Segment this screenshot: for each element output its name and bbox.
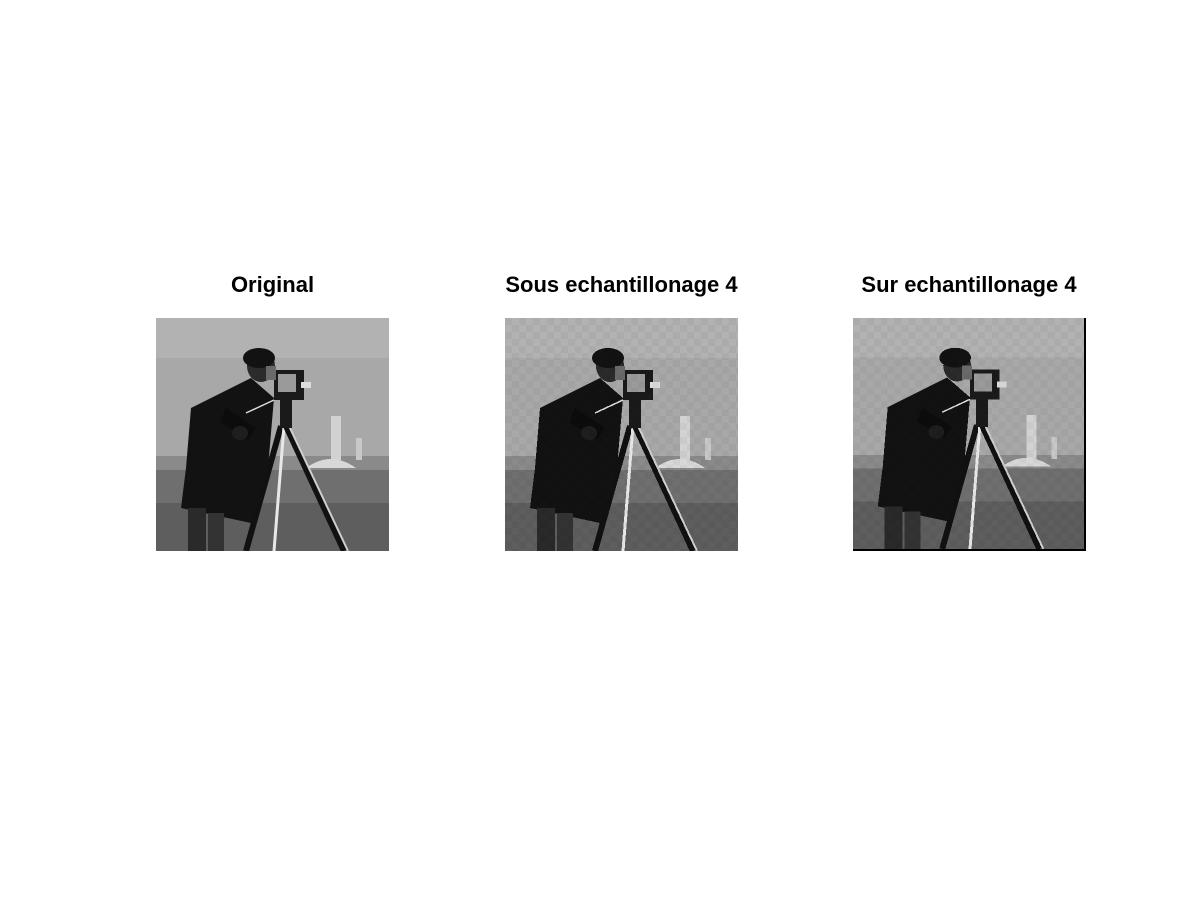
panel-title-original: Original xyxy=(230,272,315,297)
cameraman-photo-original xyxy=(156,318,389,551)
panel-title-downsampled: Sous echantillonage 4 xyxy=(505,272,738,297)
cameraman-image-original xyxy=(156,318,389,551)
cameraman-photo-downsampled xyxy=(505,318,738,551)
cameraman-photo-upsampled xyxy=(853,318,1084,549)
cameraman-image-upsampled xyxy=(853,318,1086,551)
cameraman-image-downsampled xyxy=(505,318,738,551)
panel-title-upsampled: Sur echantillonage 4 xyxy=(861,272,1077,297)
